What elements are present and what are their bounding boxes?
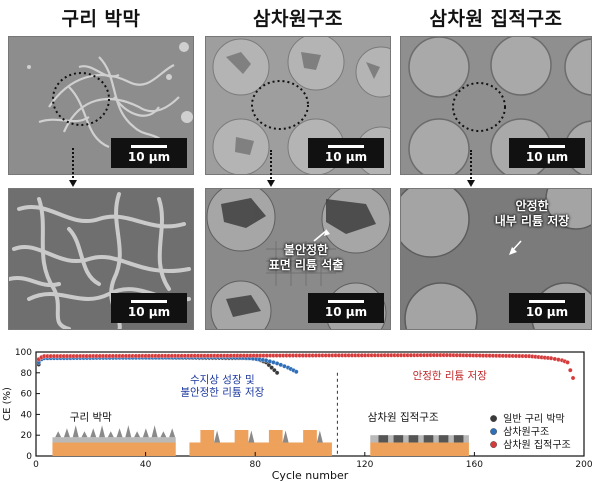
- column-title-copper-film: 구리 박막: [61, 8, 141, 30]
- annotation-stable-storage: 안정한 내부 리튬 저장: [494, 199, 570, 228]
- inset-3d-dendrite: [282, 430, 289, 443]
- scale-bar: 10 μm: [509, 138, 585, 168]
- x-tick-label: 160: [466, 460, 483, 470]
- y-tick-label: 100: [15, 348, 32, 358]
- y-tick-label: 0: [26, 452, 32, 462]
- scale-bar: 10 μm: [308, 293, 384, 323]
- data-point-series-2: [556, 357, 561, 362]
- legend-marker: [490, 415, 498, 423]
- annotation-dendrite: 불안정한 리튬 저장: [180, 387, 264, 399]
- data-point-series-0: [274, 370, 280, 376]
- inset-dendrite: [90, 428, 97, 438]
- connector-arrow: [470, 150, 472, 182]
- inset-integrated-cell: [408, 435, 419, 443]
- x-tick-label: 120: [356, 460, 373, 470]
- connector-arrow: [270, 150, 272, 182]
- legend-marker: [490, 428, 498, 436]
- data-point-series-1: [294, 369, 299, 375]
- inset-3d-dendrite: [248, 430, 255, 443]
- inset-dendrite: [55, 431, 62, 438]
- inset-3d-pillar: [303, 430, 317, 443]
- inset-dendrite: [107, 431, 114, 438]
- x-tick-label: 200: [575, 460, 592, 470]
- inset-integrated-base: [370, 442, 469, 456]
- x-tick-label: 80: [249, 460, 261, 470]
- connector-arrow-head: [267, 180, 275, 187]
- legend-label: 일반 구리 박막: [503, 413, 565, 425]
- y-tick-label: 60: [21, 390, 33, 400]
- sem-3d-integrated-zoom: 안정한 내부 리튬 저장 10 μm: [400, 188, 592, 330]
- inset-3d-base: [189, 442, 332, 456]
- inset-label-integrated: 삼차원 집적구조: [368, 412, 439, 424]
- inset-3d-pillar: [268, 430, 283, 443]
- x-tick-label: 0: [33, 460, 39, 470]
- ce-chart: 0 40 80 120 160 200 0 20 40 60 80 100 Cycle number CE…: [2, 348, 593, 482]
- inset-dendrite: [151, 425, 158, 438]
- data-point-series-0: [272, 367, 277, 373]
- sem-copper-top: 10 μm: [8, 36, 194, 175]
- scale-bar: 10 μm: [308, 138, 384, 168]
- inset-dendrite: [142, 428, 149, 438]
- y-tick-label: 80: [21, 369, 33, 379]
- legend-label: 삼차원구조: [503, 426, 549, 438]
- y-tick-label: 20: [21, 431, 33, 441]
- legend-label: 삼차원 집적구조: [503, 439, 571, 451]
- annotation-unstable-plating: 불안정한 표면 리튬 석출: [268, 243, 344, 272]
- inset-dendrite: [63, 428, 70, 438]
- inset-dendrite: [169, 428, 176, 438]
- y-tick-label: 40: [21, 410, 33, 420]
- inset-dendrite: [116, 428, 123, 438]
- connector-arrow-head: [467, 180, 475, 187]
- connector-arrow-head: [69, 180, 77, 187]
- inset-copper-film: [52, 437, 176, 443]
- inset-dendrite: [134, 431, 141, 438]
- connector-arrow: [72, 148, 74, 182]
- inset-3d-dendrite: [214, 430, 221, 443]
- inset-integrated-cell: [423, 435, 434, 443]
- sem-3d-zoom: 불안정한 표면 리튬 석출 10 μm: [205, 188, 391, 330]
- sem-copper-zoom: 10 μm: [8, 188, 194, 330]
- scale-bar: 10 μm: [509, 293, 585, 323]
- annotation-stable: 안정한 리튬 저장: [413, 370, 488, 382]
- scale-bar: 10 μm: [111, 293, 187, 323]
- inset-integrated-film: [370, 435, 469, 443]
- data-point-series-0: [269, 365, 274, 370]
- sem-3d-integrated-top: 10 μm: [400, 36, 592, 175]
- inset-integrated-cell: [438, 435, 449, 443]
- data-point-series-2: [570, 375, 576, 381]
- scale-bar: 10 μm: [111, 138, 187, 168]
- x-axis-label: Cycle number: [272, 469, 349, 482]
- data-point-series-2: [565, 360, 570, 365]
- x-tick-label: 40: [140, 460, 152, 470]
- inset-integrated-cell: [378, 435, 389, 443]
- inset-3d-pillar: [234, 430, 249, 443]
- inset-integrated-cell: [453, 435, 464, 443]
- data-point-series-2: [548, 355, 554, 361]
- legend-marker: [490, 441, 498, 449]
- inset-3d-dendrite: [316, 430, 323, 443]
- column-title-3d-integrated: 삼차원 집적구조: [429, 8, 563, 30]
- inset-dendrite: [72, 425, 79, 438]
- inset-dendrite: [99, 425, 106, 438]
- inset-3d-pillar: [200, 430, 215, 443]
- y-axis-label: CE (%): [2, 387, 13, 421]
- annotation-dendrite: 수지상 성장 및: [190, 374, 255, 386]
- inset-dendrite: [81, 431, 88, 438]
- inset-label-copper: 구리 박막: [70, 412, 112, 424]
- inset-copper-base: [52, 442, 176, 456]
- inset-integrated-cell: [393, 435, 404, 443]
- column-title-3d-structure: 삼차원구조: [253, 8, 343, 30]
- data-point-series-2: [552, 356, 558, 362]
- data-point-series-2: [568, 367, 573, 373]
- plot-area: 0 40 80 120 160 200 0 20 40 60 80 100 Cycle number CE…: [2, 348, 593, 482]
- inset-dendrite: [125, 425, 132, 438]
- inset-dendrite: [160, 431, 167, 438]
- sem-3d-top: 10 μm: [205, 36, 391, 175]
